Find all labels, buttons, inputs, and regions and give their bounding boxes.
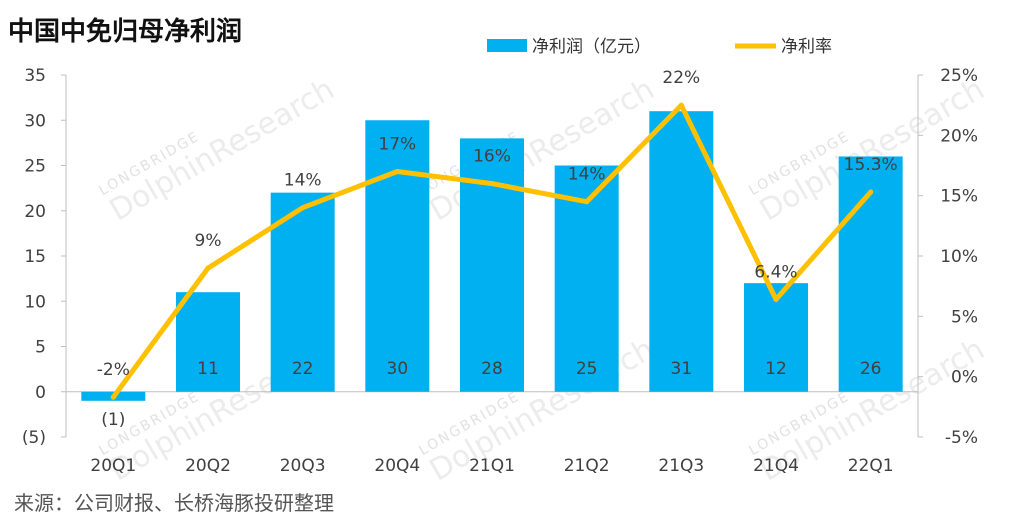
- category-label: 20Q2: [185, 456, 231, 476]
- line-value-label: 6.4%: [754, 262, 797, 282]
- legend-label-line: 净利率: [781, 37, 832, 57]
- line-value-label: 17%: [378, 135, 416, 155]
- bar: [460, 138, 524, 392]
- right-tick-label: 0%: [951, 368, 978, 388]
- right-tick-label: 10%: [940, 247, 978, 267]
- left-tick-label: (5): [22, 428, 46, 448]
- category-label: 21Q1: [469, 456, 515, 476]
- legend-label-bar: 净利润（亿元）: [532, 37, 651, 57]
- right-tick-label: 5%: [951, 307, 978, 327]
- line-value-label: 9%: [195, 231, 222, 251]
- bar-value-label: 12: [765, 359, 787, 379]
- bar-value-label: 28: [481, 359, 503, 379]
- line-value-label: 15.3%: [844, 155, 898, 175]
- bar-value-label: 26: [860, 359, 882, 379]
- left-tick-label: 20: [24, 202, 46, 222]
- bar-value-label: 31: [671, 359, 693, 379]
- bar: [649, 111, 714, 392]
- line-point: [678, 102, 684, 108]
- right-tick-label: 15%: [940, 187, 978, 207]
- bar-value-label: 22: [292, 359, 314, 379]
- category-label: 22Q1: [848, 456, 894, 476]
- line-point: [773, 296, 779, 302]
- bar-value-label: 11: [197, 359, 219, 379]
- line-point: [205, 265, 211, 271]
- left-tick-label: 15: [24, 247, 46, 267]
- category-label: 21Q4: [753, 456, 799, 476]
- left-tick-label: 10: [24, 292, 46, 312]
- chart-title: 中国中免归母净利润: [8, 16, 242, 47]
- left-tick-label: 35: [24, 66, 46, 86]
- bar-value-label: 30: [387, 359, 409, 379]
- category-label: 21Q3: [658, 456, 704, 476]
- svg-text:DolphinResearch: DolphinResearch: [424, 332, 660, 489]
- bar-value-label: 25: [576, 359, 598, 379]
- line-point: [868, 189, 874, 195]
- line-point: [584, 199, 590, 205]
- line-value-label: -2%: [97, 360, 130, 380]
- left-tick-label: 5: [35, 338, 46, 358]
- line-point: [489, 181, 495, 187]
- right-tick-label: 20%: [940, 126, 978, 146]
- bar-value-label: (1): [101, 410, 125, 430]
- bar: [270, 192, 335, 392]
- line-value-label: 14%: [568, 165, 606, 185]
- line-series: [110, 102, 874, 400]
- category-label: 20Q3: [280, 456, 326, 476]
- line-point: [394, 169, 400, 175]
- right-tick-label: -5%: [945, 428, 978, 448]
- legend-swatch-bar: [487, 39, 527, 52]
- data-labels: (1) 11 22 30 28 25 31 12 26 -2% 9% 14% 17% 16% 14% 22% 6…: [97, 68, 898, 430]
- axes: (5) 0 5 10 15 20 25 30 35 -5% 0% 5% 10% 15% 20% 25% 20Q1…: [22, 66, 978, 476]
- left-tick-label: 25: [24, 157, 46, 177]
- category-label: 20Q1: [90, 456, 136, 476]
- line-value-label: 22%: [662, 68, 700, 88]
- source-note: 来源：公司财报、长桥海豚投研整理: [14, 491, 334, 515]
- bar: [365, 120, 430, 392]
- left-tick-label: 0: [35, 383, 46, 403]
- category-label: 21Q2: [564, 456, 610, 476]
- line-value-label: 16%: [473, 147, 511, 167]
- bar: [176, 292, 240, 392]
- right-tick-label: 25%: [940, 66, 978, 86]
- line-point: [110, 394, 116, 400]
- line-value-label: 14%: [284, 171, 322, 191]
- svg-text:DolphinResearch: DolphinResearch: [424, 72, 660, 229]
- legend: 净利润（亿元） 净利率: [487, 37, 832, 57]
- line-point: [300, 205, 306, 211]
- left-tick-label: 30: [24, 111, 46, 131]
- category-label: 20Q4: [374, 456, 420, 476]
